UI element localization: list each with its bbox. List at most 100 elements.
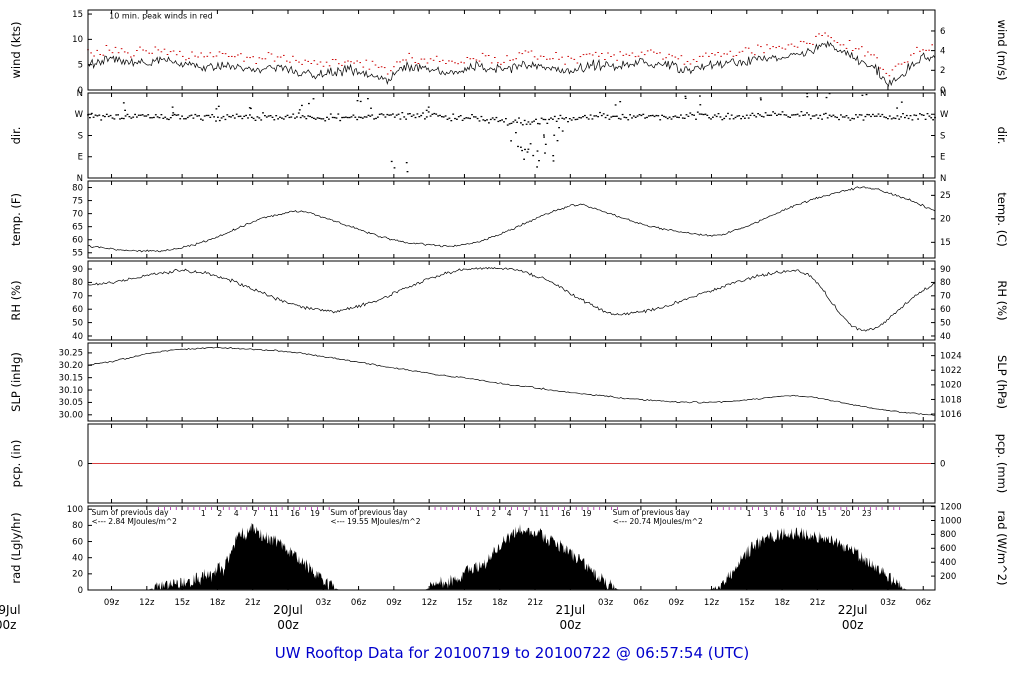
svg-text:<--- 2.84 MJoules/m^2: <--- 2.84 MJoules/m^2 [92, 517, 178, 526]
svg-text:rad (W/m^2): rad (W/m^2) [995, 510, 1009, 585]
svg-text:1: 1 [747, 509, 752, 518]
svg-text:10 min. peak winds in red: 10 min. peak winds in red [109, 12, 213, 21]
svg-text:2: 2 [940, 66, 945, 76]
svg-text:4: 4 [234, 509, 239, 518]
svg-text:23: 23 [862, 509, 872, 518]
svg-text:06z: 06z [351, 598, 367, 608]
svg-text:20Jul: 20Jul [273, 603, 303, 617]
svg-text:dir.: dir. [9, 127, 23, 145]
svg-text:4: 4 [507, 509, 512, 518]
svg-text:W: W [75, 110, 84, 120]
svg-text:00z: 00z [560, 618, 582, 632]
svg-text:60: 60 [72, 236, 83, 246]
svg-text:50: 50 [940, 318, 951, 328]
svg-text:70: 70 [72, 209, 83, 219]
svg-text:00z: 00z [277, 618, 299, 632]
svg-text:100: 100 [67, 505, 83, 515]
svg-text:2: 2 [217, 509, 222, 518]
svg-text:12z: 12z [422, 598, 438, 608]
svg-text:3: 3 [763, 509, 768, 518]
svg-text:N: N [940, 89, 946, 99]
svg-text:20: 20 [940, 215, 951, 225]
svg-text:20: 20 [841, 509, 851, 518]
svg-text:15z: 15z [457, 598, 473, 608]
svg-text:0: 0 [78, 459, 83, 469]
svg-text:60: 60 [940, 305, 951, 315]
panel-rh: 40 50 60 70 80 90 40 50 60 70 80 90 RH (%) RH (%) [9, 260, 1009, 342]
svg-text:1200: 1200 [940, 502, 962, 512]
svg-text:Sum of previous day: Sum of previous day [330, 508, 408, 517]
svg-text:65: 65 [72, 222, 83, 232]
svg-text:0: 0 [78, 586, 83, 596]
svg-text:18z: 18z [210, 598, 226, 608]
svg-text:30.15: 30.15 [59, 373, 83, 383]
svg-text:19: 19 [582, 509, 592, 518]
svg-text:W: W [940, 110, 949, 120]
svg-text:11: 11 [269, 509, 279, 518]
svg-text:1018: 1018 [940, 395, 962, 405]
svg-text:03z: 03z [316, 598, 332, 608]
svg-text:40: 40 [72, 553, 83, 563]
svg-text:16: 16 [290, 509, 300, 518]
svg-text:800: 800 [940, 530, 956, 540]
svg-text:rad (Lgly/hr): rad (Lgly/hr) [9, 512, 23, 583]
panel-pcp: 0 0 pcp. (in) pcp. (mm) [9, 423, 1009, 504]
svg-text:19Jul: 19Jul [0, 603, 21, 617]
svg-text:temp. (C): temp. (C) [995, 192, 1009, 246]
svg-text:1: 1 [476, 509, 481, 518]
svg-text:1024: 1024 [940, 351, 962, 361]
svg-text:1022: 1022 [940, 366, 962, 376]
svg-text:25: 25 [940, 191, 951, 201]
svg-text:80: 80 [72, 183, 83, 193]
svg-text:5: 5 [78, 60, 83, 70]
svg-text:50: 50 [72, 318, 83, 328]
svg-text:E: E [78, 153, 83, 163]
svg-text:19: 19 [310, 509, 320, 518]
svg-text:30.20: 30.20 [59, 361, 83, 371]
svg-text:dir.: dir. [995, 127, 1009, 145]
svg-text:21z: 21z [245, 598, 261, 608]
panel-temp: 55 60 65 70 75 80 15 20 25 temp. (F) temp. (C) [9, 180, 1009, 259]
svg-text:wind (kts): wind (kts) [9, 22, 23, 79]
panel-wind: 0 5 10 15 0 2 4 6 10 min. peak winds in red wind … [9, 9, 1009, 96]
svg-text:6: 6 [780, 509, 785, 518]
svg-text:7: 7 [523, 509, 528, 518]
time-axis: 09z 12z 15z 18z 21z 03z 06z 09z 12z 15z 18z 21z 03z 0… [0, 598, 931, 632]
svg-text:1016: 1016 [940, 410, 962, 420]
svg-text:10: 10 [796, 509, 806, 518]
svg-text:2: 2 [491, 509, 496, 518]
svg-text:pcp. (mm): pcp. (mm) [995, 434, 1009, 494]
svg-text:40: 40 [72, 332, 83, 342]
svg-text:70: 70 [72, 292, 83, 302]
svg-text:21Jul: 21Jul [555, 603, 585, 617]
svg-text:N: N [940, 174, 946, 184]
svg-text:200: 200 [940, 572, 956, 582]
svg-text:0: 0 [940, 86, 945, 96]
svg-text:0: 0 [940, 459, 945, 469]
svg-text:15: 15 [940, 238, 951, 248]
svg-text:SLP (hPa): SLP (hPa) [995, 355, 1009, 409]
svg-text:60: 60 [72, 537, 83, 547]
svg-text:SLP (inHg): SLP (inHg) [9, 352, 23, 412]
svg-text:80: 80 [940, 278, 951, 288]
svg-text:60: 60 [72, 305, 83, 315]
svg-text:70: 70 [940, 292, 951, 302]
svg-text:1: 1 [201, 509, 206, 518]
svg-text:12z: 12z [704, 598, 720, 608]
svg-text:RH (%): RH (%) [9, 280, 23, 320]
svg-text:wind (m/s): wind (m/s) [995, 20, 1009, 81]
svg-text:N: N [77, 174, 83, 184]
svg-text:03z: 03z [880, 598, 896, 608]
svg-text:600: 600 [940, 544, 956, 554]
svg-text:30.00: 30.00 [59, 411, 83, 421]
svg-text:Sum of previous day: Sum of previous day [92, 508, 170, 517]
svg-text:55: 55 [72, 249, 83, 259]
svg-text:18z: 18z [774, 598, 790, 608]
svg-text:7: 7 [253, 509, 258, 518]
svg-text:<--- 20.74 MJoules/m^2: <--- 20.74 MJoules/m^2 [613, 517, 703, 526]
panel-slp: 30.00 30.05 30.10 30.15 30.20 30.25 1016 1018 10… [9, 342, 1009, 422]
svg-text:90: 90 [940, 265, 951, 275]
svg-text:11: 11 [540, 509, 550, 518]
svg-text:03z: 03z [598, 598, 614, 608]
svg-text:1000: 1000 [940, 516, 962, 526]
